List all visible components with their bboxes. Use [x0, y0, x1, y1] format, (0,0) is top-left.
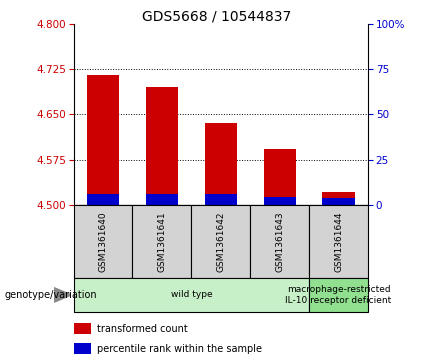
Bar	[87, 75, 119, 205]
Text: GDS5668 / 10544837: GDS5668 / 10544837	[142, 9, 291, 23]
Bar	[309, 278, 368, 312]
Bar	[146, 193, 178, 205]
Text: wild type: wild type	[171, 290, 212, 299]
Text: GSM1361644: GSM1361644	[334, 211, 343, 272]
Bar	[309, 205, 368, 278]
Text: GSM1361642: GSM1361642	[216, 211, 225, 272]
Text: percentile rank within the sample: percentile rank within the sample	[97, 344, 262, 354]
Bar	[74, 343, 91, 354]
Bar	[74, 278, 309, 312]
Bar	[250, 205, 309, 278]
Bar	[146, 87, 178, 205]
Bar	[323, 199, 355, 205]
Bar	[132, 205, 191, 278]
Bar	[74, 323, 91, 334]
Bar	[191, 205, 250, 278]
Bar	[87, 194, 119, 205]
Bar	[205, 123, 237, 205]
Text: GSM1361640: GSM1361640	[99, 211, 107, 272]
Text: genotype/variation: genotype/variation	[4, 290, 97, 300]
Bar	[205, 194, 237, 205]
Bar	[323, 192, 355, 205]
Text: macrophage-restricted
IL-10 receptor deficient: macrophage-restricted IL-10 receptor def…	[285, 285, 392, 305]
Bar	[264, 149, 296, 205]
Text: GSM1361641: GSM1361641	[158, 211, 166, 272]
Polygon shape	[54, 287, 71, 302]
Bar	[264, 197, 296, 205]
Text: GSM1361643: GSM1361643	[275, 211, 284, 272]
Bar	[74, 205, 132, 278]
Text: transformed count: transformed count	[97, 324, 187, 334]
